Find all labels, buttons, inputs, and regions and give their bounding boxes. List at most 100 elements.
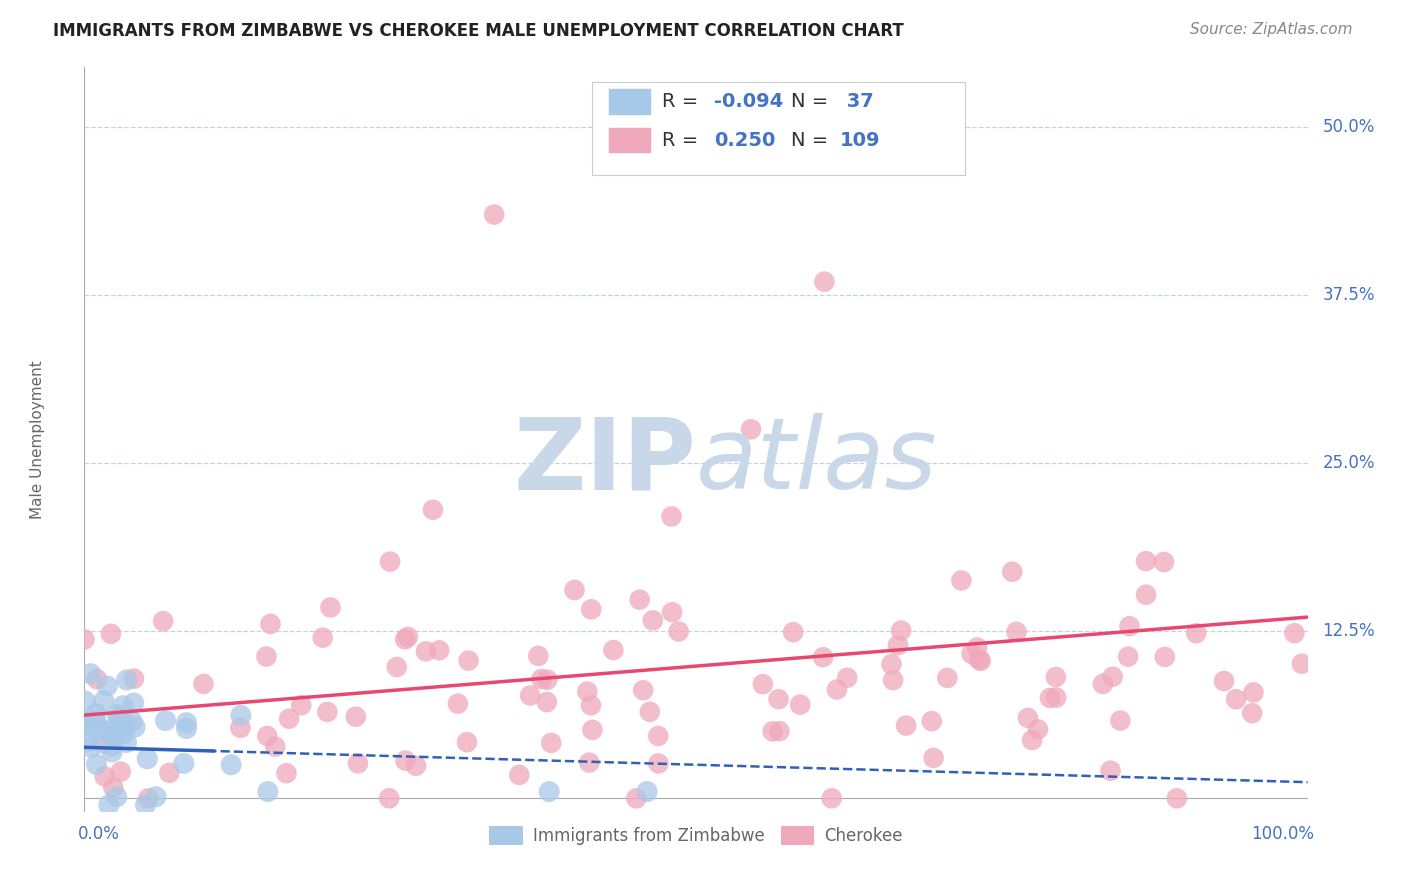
Point bbox=[219, 757, 242, 772]
Point bbox=[602, 643, 624, 657]
Point bbox=[278, 712, 301, 726]
Point bbox=[1109, 714, 1132, 728]
Point bbox=[105, 720, 128, 734]
Point bbox=[122, 672, 145, 686]
Point bbox=[193, 677, 215, 691]
Point bbox=[536, 695, 558, 709]
Point bbox=[104, 729, 127, 743]
Legend: Immigrants from Zimbabwe, Cherokee: Immigrants from Zimbabwe, Cherokee bbox=[482, 819, 910, 852]
Point bbox=[950, 574, 973, 588]
Point bbox=[112, 714, 135, 729]
Point bbox=[668, 624, 690, 639]
Point bbox=[880, 657, 903, 672]
Point bbox=[966, 640, 988, 655]
Point bbox=[647, 729, 669, 743]
Point bbox=[890, 624, 912, 638]
Point bbox=[1225, 692, 1247, 706]
Point bbox=[136, 791, 159, 805]
Point bbox=[1241, 706, 1264, 721]
Point bbox=[789, 698, 811, 712]
Point bbox=[661, 509, 683, 524]
Point bbox=[768, 692, 790, 706]
Point bbox=[145, 789, 167, 804]
Point bbox=[1153, 555, 1175, 569]
Point bbox=[91, 723, 114, 738]
Point bbox=[1135, 554, 1157, 568]
Point bbox=[1118, 619, 1140, 633]
Point bbox=[970, 654, 993, 668]
Text: N =: N = bbox=[792, 131, 835, 150]
FancyBboxPatch shape bbox=[609, 89, 651, 114]
Point bbox=[103, 780, 125, 795]
Point bbox=[378, 555, 401, 569]
Point bbox=[761, 724, 783, 739]
Text: 0.250: 0.250 bbox=[714, 131, 776, 150]
Point bbox=[229, 721, 252, 735]
Point bbox=[1243, 685, 1265, 699]
Point bbox=[887, 638, 910, 652]
Point bbox=[661, 605, 683, 619]
Point bbox=[91, 736, 114, 750]
Point bbox=[626, 791, 648, 805]
Point bbox=[111, 698, 134, 713]
Point bbox=[636, 784, 658, 798]
Point bbox=[540, 736, 562, 750]
Point bbox=[768, 724, 790, 739]
Point bbox=[1021, 733, 1043, 747]
Point bbox=[316, 705, 339, 719]
Point bbox=[378, 791, 401, 805]
Text: 12.5%: 12.5% bbox=[1322, 622, 1375, 640]
Text: 37.5%: 37.5% bbox=[1322, 286, 1375, 304]
Text: 0.0%: 0.0% bbox=[79, 825, 120, 843]
Point bbox=[782, 625, 804, 640]
Point bbox=[394, 754, 416, 768]
Point bbox=[538, 784, 561, 798]
Point bbox=[276, 766, 298, 780]
Point bbox=[347, 756, 370, 771]
Point bbox=[1166, 791, 1188, 805]
Point bbox=[1284, 626, 1306, 640]
Point bbox=[1026, 723, 1049, 737]
Point bbox=[290, 698, 312, 713]
Text: 109: 109 bbox=[841, 131, 880, 150]
Point bbox=[86, 672, 108, 686]
Point bbox=[73, 715, 96, 730]
Point bbox=[825, 682, 848, 697]
Point bbox=[894, 718, 917, 732]
Point bbox=[508, 768, 530, 782]
Point bbox=[110, 764, 132, 779]
Point bbox=[1153, 649, 1175, 664]
Text: 50.0%: 50.0% bbox=[1322, 119, 1375, 136]
Text: 25.0%: 25.0% bbox=[1322, 454, 1375, 472]
Point bbox=[631, 683, 654, 698]
Point bbox=[422, 502, 444, 516]
Text: atlas: atlas bbox=[696, 413, 938, 510]
Point bbox=[257, 784, 280, 798]
Point bbox=[79, 719, 101, 733]
Point bbox=[394, 632, 416, 647]
Point bbox=[628, 592, 651, 607]
Point bbox=[1005, 624, 1028, 639]
Point bbox=[752, 677, 775, 691]
Point bbox=[157, 765, 180, 780]
Point bbox=[312, 631, 335, 645]
Point bbox=[1185, 626, 1208, 640]
Point bbox=[75, 694, 97, 708]
FancyBboxPatch shape bbox=[609, 128, 651, 153]
Point bbox=[405, 759, 427, 773]
Point bbox=[94, 723, 117, 737]
Point bbox=[122, 696, 145, 710]
Point bbox=[112, 726, 135, 740]
Point bbox=[456, 735, 478, 749]
Point bbox=[135, 797, 157, 812]
Text: N =: N = bbox=[792, 93, 835, 112]
Point bbox=[93, 769, 115, 783]
Point bbox=[96, 679, 118, 693]
Point bbox=[105, 789, 128, 804]
Text: ZIP: ZIP bbox=[513, 413, 696, 510]
Point bbox=[229, 708, 252, 723]
Point bbox=[155, 714, 177, 728]
Point bbox=[813, 275, 835, 289]
Text: Source: ZipAtlas.com: Source: ZipAtlas.com bbox=[1189, 22, 1353, 37]
FancyBboxPatch shape bbox=[592, 82, 965, 175]
